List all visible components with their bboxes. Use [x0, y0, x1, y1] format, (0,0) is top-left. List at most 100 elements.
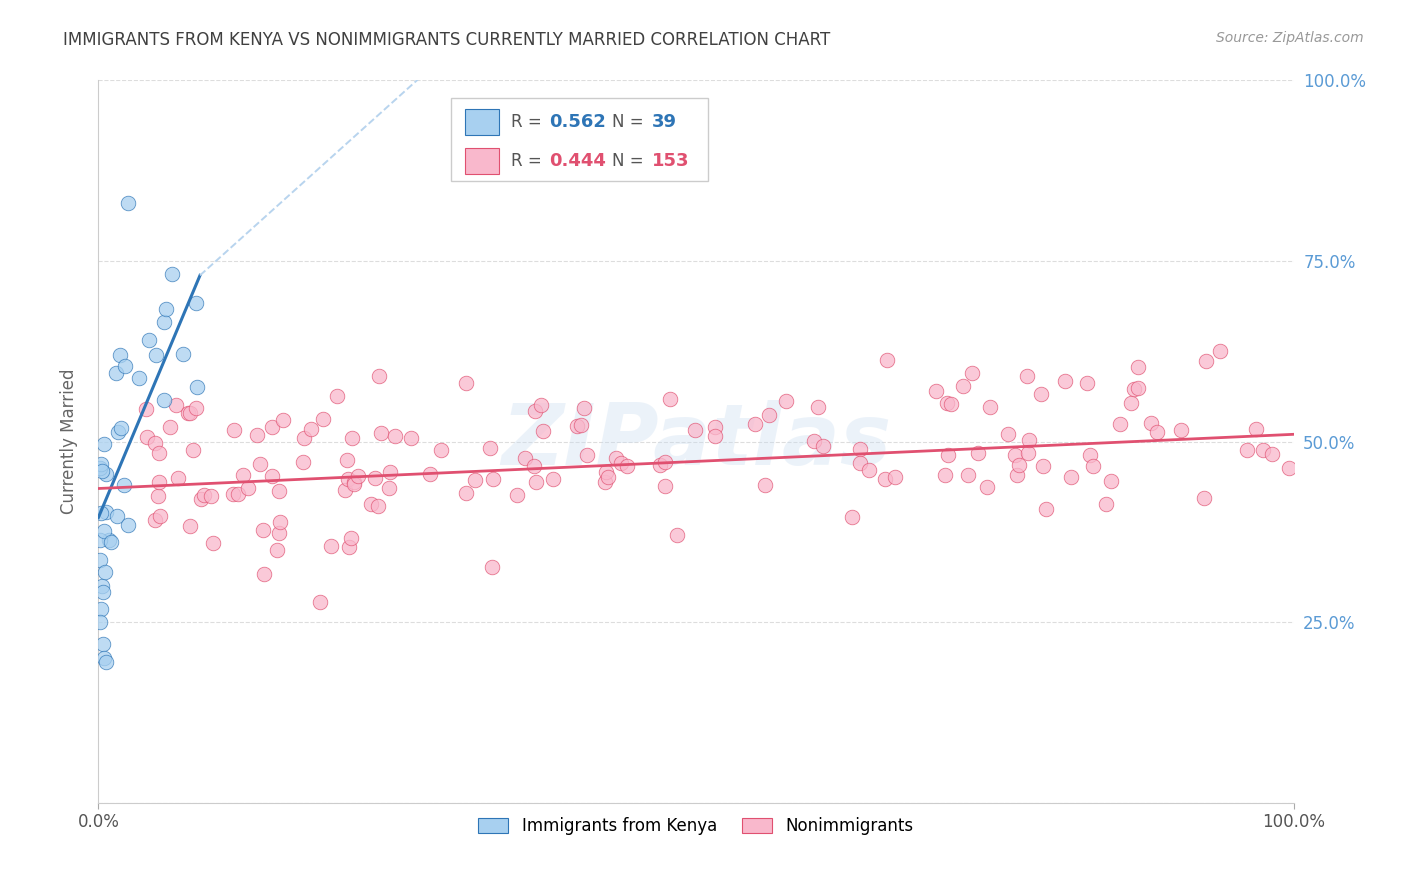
Point — [143, 513, 166, 527]
Point — [572, 401, 595, 415]
Point — [149, 508, 172, 523]
Point — [1078, 448, 1101, 462]
Point — [505, 487, 527, 501]
Point — [1123, 383, 1146, 397]
Point — [340, 531, 363, 545]
Point — [91, 464, 114, 478]
Point — [609, 456, 631, 470]
Point — [153, 393, 176, 408]
Point — [704, 429, 727, 443]
Point — [883, 470, 905, 484]
Point — [143, 436, 166, 450]
Point — [165, 398, 187, 412]
Point — [401, 431, 423, 445]
Point — [658, 392, 681, 407]
Point — [172, 346, 194, 360]
Point — [184, 401, 207, 415]
Point — [934, 468, 956, 483]
Point — [325, 389, 347, 403]
Point — [190, 491, 212, 506]
Point — [616, 458, 638, 473]
Point — [430, 443, 453, 458]
Point — [269, 515, 291, 529]
Point — [1081, 458, 1104, 473]
Point — [179, 519, 201, 533]
Point — [266, 542, 288, 557]
Point — [596, 470, 619, 484]
Point — [704, 420, 727, 434]
FancyBboxPatch shape — [465, 109, 499, 135]
Point — [291, 455, 314, 469]
Point — [271, 412, 294, 426]
Point — [811, 439, 834, 453]
Text: 0.562: 0.562 — [548, 112, 606, 130]
Point — [90, 457, 112, 471]
Point — [1053, 374, 1076, 388]
Point — [605, 450, 627, 465]
Point — [962, 366, 984, 380]
Text: ZIPatlas: ZIPatlas — [501, 400, 891, 483]
Point — [105, 366, 128, 380]
Point — [683, 423, 706, 437]
Point — [89, 533, 111, 548]
Point — [464, 473, 486, 487]
Point — [523, 459, 546, 474]
Point — [98, 533, 121, 547]
Point — [1005, 468, 1028, 483]
Point — [222, 424, 245, 438]
Point — [91, 584, 114, 599]
Point — [319, 539, 342, 553]
Point — [186, 380, 208, 394]
Point — [524, 403, 547, 417]
Text: 153: 153 — [652, 152, 689, 169]
Point — [367, 500, 389, 514]
Point — [378, 481, 401, 495]
Point — [478, 442, 501, 456]
Point — [1109, 417, 1132, 431]
Point — [94, 655, 117, 669]
Point — [112, 478, 135, 492]
Point — [93, 566, 115, 580]
Point — [541, 472, 564, 486]
Point — [481, 559, 503, 574]
Point — [1192, 491, 1215, 505]
Point — [530, 397, 553, 411]
Point — [775, 393, 797, 408]
Text: IMMIGRANTS FROM KENYA VS NONIMMIGRANTS CURRENTLY MARRIED CORRELATION CHART: IMMIGRANTS FROM KENYA VS NONIMMIGRANTS C… — [63, 31, 831, 49]
Text: 39: 39 — [652, 112, 676, 130]
Point — [128, 371, 150, 385]
Point — [979, 400, 1001, 414]
Point — [666, 528, 689, 542]
Point — [956, 468, 979, 483]
Point — [876, 353, 898, 368]
Text: Source: ZipAtlas.com: Source: ZipAtlas.com — [1216, 31, 1364, 45]
Point — [1121, 396, 1143, 410]
Point — [262, 468, 284, 483]
Point — [269, 525, 291, 540]
Point — [1251, 443, 1274, 458]
Point — [343, 477, 366, 491]
Point — [262, 420, 284, 434]
Point — [593, 475, 616, 489]
Point — [1126, 381, 1149, 395]
Point — [654, 478, 676, 492]
Point — [807, 400, 830, 414]
Point — [110, 421, 132, 435]
Point — [595, 466, 617, 480]
Point — [1017, 368, 1039, 383]
Point — [1017, 446, 1039, 460]
Point — [533, 424, 555, 438]
Point — [93, 437, 115, 451]
Point — [184, 296, 207, 310]
Point — [967, 446, 990, 460]
Point — [108, 348, 131, 362]
Point — [89, 461, 111, 475]
Point — [249, 457, 271, 471]
Point — [997, 426, 1019, 441]
Point — [267, 483, 290, 498]
Point — [159, 420, 181, 434]
Point — [1244, 422, 1267, 436]
Point — [181, 442, 204, 457]
Point — [179, 406, 201, 420]
Point — [222, 487, 245, 501]
